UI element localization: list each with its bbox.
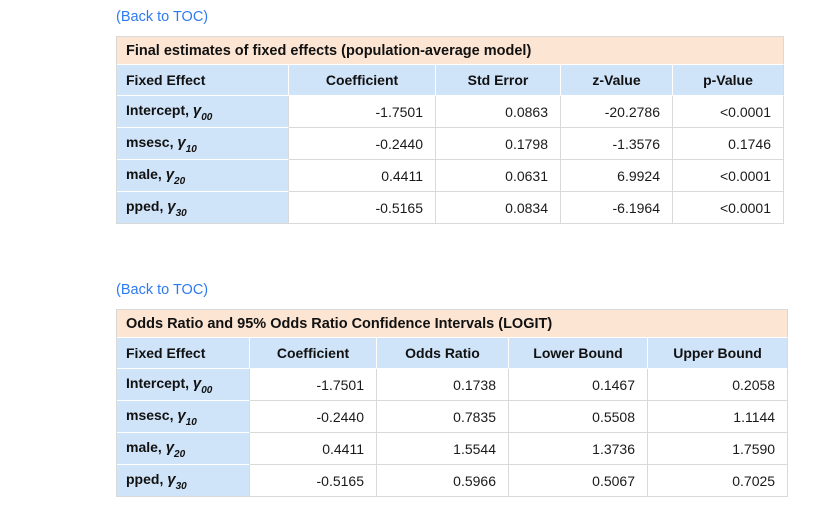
data-cell: -1.7501 xyxy=(289,96,436,128)
data-cell: <0.0001 xyxy=(673,160,784,192)
column-header-p-value: p-Value xyxy=(673,65,784,96)
table-row: Intercept, γ00 -1.7501 0.0863 -20.2786 <… xyxy=(117,96,784,128)
table-row: pped, γ30 -0.5165 0.5966 0.5067 0.7025 xyxy=(117,465,789,497)
row-header-intercept: Intercept, γ00 xyxy=(117,369,250,401)
report-page: (Back to TOC) Final estimates of fixed e… xyxy=(116,8,838,497)
table-row: Intercept, γ00 -1.7501 0.1738 0.1467 0.2… xyxy=(117,369,789,401)
table-title: Odds Ratio and 95% Odds Ratio Confidence… xyxy=(117,310,789,338)
odds-ratio-section: (Back to TOC) Odds Ratio and 95% Odds Ra… xyxy=(116,281,838,497)
column-header-fixed-effect: Fixed Effect xyxy=(117,65,289,96)
data-cell: 0.1746 xyxy=(673,128,784,160)
column-header-lower-bound: Lower Bound xyxy=(509,338,648,369)
column-header-odds-ratio: Odds Ratio xyxy=(377,338,509,369)
table-row: msesc, γ10 -0.2440 0.7835 0.5508 1.1144 xyxy=(117,401,789,433)
data-cell: 0.4411 xyxy=(289,160,436,192)
data-cell: -0.5165 xyxy=(289,192,436,224)
gamma-symbol: γ xyxy=(177,406,186,424)
data-cell: 6.9924 xyxy=(561,160,673,192)
row-header-intercept: Intercept, γ00 xyxy=(117,96,289,128)
table-row: male, γ20 0.4411 1.5544 1.3736 1.7590 xyxy=(117,433,789,465)
table-row: male, γ20 0.4411 0.0631 6.9924 <0.0001 xyxy=(117,160,784,192)
gamma-symbol: γ xyxy=(165,438,175,456)
row-header-male: male, γ20 xyxy=(117,160,289,192)
data-cell: 0.5966 xyxy=(377,465,509,497)
gamma-symbol: γ xyxy=(167,197,176,215)
back-to-toc-link[interactable]: (Back to TOC) xyxy=(116,9,209,25)
data-cell: 1.1144 xyxy=(648,401,789,433)
data-cell: 1.3736 xyxy=(509,433,648,465)
data-cell: -0.2440 xyxy=(289,128,436,160)
row-header-msesc: msesc, γ10 xyxy=(117,128,289,160)
row-header-male: male, γ20 xyxy=(117,433,250,465)
data-cell: <0.0001 xyxy=(673,96,784,128)
gamma-symbol: γ xyxy=(165,165,175,183)
back-to-toc-link[interactable]: (Back to TOC) xyxy=(116,282,209,298)
column-header-upper-bound: Upper Bound xyxy=(648,338,789,369)
data-cell: 0.1467 xyxy=(509,369,648,401)
data-cell: 0.5067 xyxy=(509,465,648,497)
data-cell: -6.1964 xyxy=(561,192,673,224)
column-header-fixed-effect: Fixed Effect xyxy=(117,338,250,369)
row-header-pped: pped, γ30 xyxy=(117,192,289,224)
gamma-symbol: γ xyxy=(192,374,202,392)
data-cell: 0.1798 xyxy=(436,128,561,160)
data-cell: -1.7501 xyxy=(250,369,377,401)
data-cell: 0.5508 xyxy=(509,401,648,433)
gamma-symbol: γ xyxy=(167,470,176,488)
data-cell: -0.2440 xyxy=(250,401,377,433)
odds-ratio-table: Odds Ratio and 95% Odds Ratio Confidence… xyxy=(116,309,789,497)
gamma-symbol: γ xyxy=(177,133,186,151)
data-cell: 0.1738 xyxy=(377,369,509,401)
column-header-row: Fixed Effect Coefficient Std Error z-Val… xyxy=(117,65,784,96)
data-cell: 0.7835 xyxy=(377,401,509,433)
column-header-z-value: z-Value xyxy=(561,65,673,96)
data-cell: 0.0834 xyxy=(436,192,561,224)
data-cell: 0.7025 xyxy=(648,465,789,497)
data-cell: 0.2058 xyxy=(648,369,789,401)
column-header-std-error: Std Error xyxy=(436,65,561,96)
data-cell: 1.7590 xyxy=(648,433,789,465)
column-header-coefficient: Coefficient xyxy=(250,338,377,369)
fixed-effects-section: (Back to TOC) Final estimates of fixed e… xyxy=(116,8,838,224)
column-header-coefficient: Coefficient xyxy=(289,65,436,96)
gamma-symbol: γ xyxy=(192,101,202,119)
row-header-msesc: msesc, γ10 xyxy=(117,401,250,433)
data-cell: 0.0863 xyxy=(436,96,561,128)
data-cell: -1.3576 xyxy=(561,128,673,160)
table-row: msesc, γ10 -0.2440 0.1798 -1.3576 0.1746 xyxy=(117,128,784,160)
table-title: Final estimates of fixed effects (popula… xyxy=(117,37,784,65)
data-cell: 1.5544 xyxy=(377,433,509,465)
data-cell: <0.0001 xyxy=(673,192,784,224)
fixed-effects-table: Final estimates of fixed effects (popula… xyxy=(116,36,784,224)
row-header-pped: pped, γ30 xyxy=(117,465,250,497)
data-cell: -0.5165 xyxy=(250,465,377,497)
data-cell: 0.0631 xyxy=(436,160,561,192)
data-cell: -20.2786 xyxy=(561,96,673,128)
column-header-row: Fixed Effect Coefficient Odds Ratio Lowe… xyxy=(117,338,789,369)
data-cell: 0.4411 xyxy=(250,433,377,465)
table-row: pped, γ30 -0.5165 0.0834 -6.1964 <0.0001 xyxy=(117,192,784,224)
